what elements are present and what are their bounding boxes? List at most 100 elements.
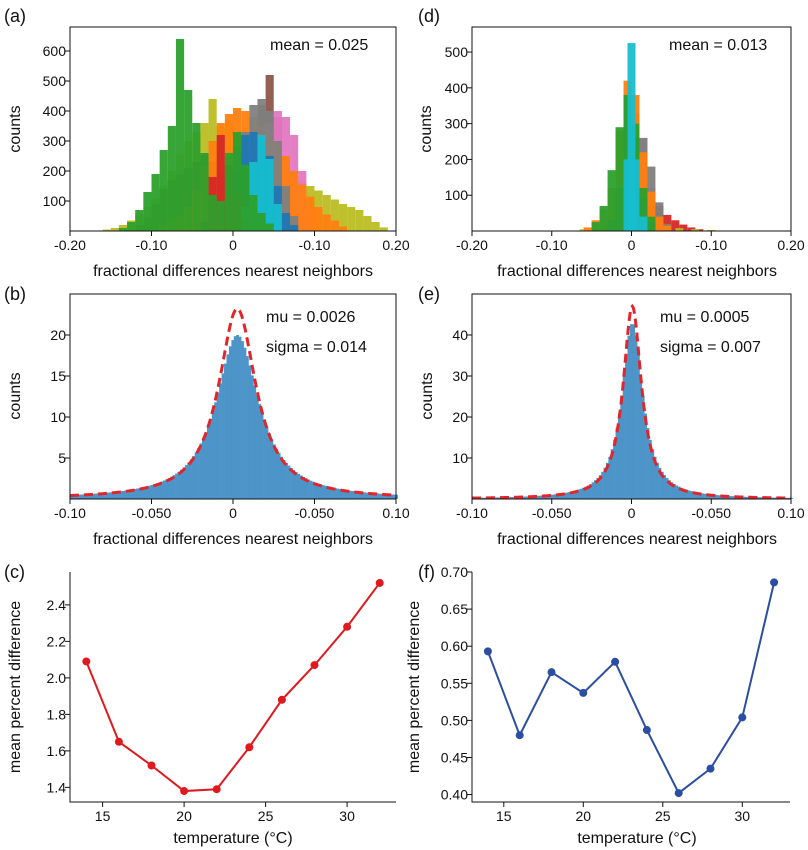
panel-e-hist-bar bbox=[692, 491, 695, 499]
panel-a-frame bbox=[69, 26, 397, 232]
panel-b-ytick-label: 5 bbox=[58, 450, 66, 466]
panel-c-ytick-label: 2.0 bbox=[47, 670, 67, 686]
panel-e-hist-bar bbox=[785, 497, 789, 499]
panel-f-xtick-label: 15 bbox=[496, 808, 512, 824]
panel-e-ytick-label: 30 bbox=[452, 368, 468, 384]
panel-d-ytick-label: 200 bbox=[445, 151, 469, 167]
panel-b-hist-bar bbox=[341, 489, 345, 499]
panel-e-ylabel: counts bbox=[419, 372, 436, 419]
panel-a-bar-series-7 bbox=[265, 159, 274, 231]
panel-b-hist-bar bbox=[250, 375, 254, 499]
panel-b-hist-bar bbox=[375, 493, 379, 499]
panel-e-hist-bar bbox=[646, 428, 650, 499]
panel-a-bar-series-8 bbox=[216, 201, 225, 231]
panel-d-bar-series-0 bbox=[679, 224, 688, 231]
panel-e-hist-bar bbox=[594, 480, 597, 499]
panel-e-hist-bar bbox=[510, 497, 513, 499]
panel-a-bar-series-0 bbox=[363, 216, 372, 231]
panel-f-data-point bbox=[706, 764, 715, 773]
panel-a-bar-series-3 bbox=[322, 214, 331, 231]
panel-f-xtick-label: 25 bbox=[655, 808, 671, 824]
panel-f-data-point bbox=[515, 731, 524, 740]
panel-c-data-point bbox=[343, 622, 352, 631]
panel-d-xtick-label: 0.20 bbox=[777, 237, 804, 253]
panel-b-hist-bar bbox=[148, 485, 151, 499]
panel-d-xtick-label: 0 bbox=[628, 237, 636, 253]
panel-b-hist-bar bbox=[214, 402, 217, 499]
panel-b-hist-bar bbox=[231, 340, 235, 499]
panel-a-bar-series-4 bbox=[281, 186, 291, 231]
panel-e-hist-bar bbox=[701, 493, 705, 499]
panel-e-hist-bar bbox=[584, 486, 588, 499]
panel-b-hist-bar bbox=[101, 493, 105, 499]
panel-d-bar-series-0 bbox=[663, 214, 672, 231]
panel-a-bar-series-8 bbox=[192, 123, 201, 231]
panel-a-annotation: mean = 0.025 bbox=[270, 37, 368, 54]
panel-c-xtick-label: 30 bbox=[339, 808, 355, 824]
panel-b-frame bbox=[69, 293, 397, 500]
panel-b-hist-bar bbox=[336, 488, 340, 499]
panel-b-hist-bar bbox=[221, 373, 225, 499]
panel-b-hist-bar bbox=[143, 486, 147, 499]
panel-f-label: (f) bbox=[418, 562, 435, 582]
panel-b-hist-bar bbox=[189, 459, 193, 499]
panel-a-ytick-label: 300 bbox=[43, 133, 67, 149]
panel-e-hist-bar bbox=[684, 489, 688, 499]
panel-b-hist-bar bbox=[194, 452, 198, 499]
panel-e-hist-bar bbox=[536, 495, 540, 499]
panel-e-hist-bar bbox=[661, 471, 664, 499]
panel-e-hist-bar bbox=[668, 480, 671, 499]
panel-b-hist-bar bbox=[92, 493, 95, 499]
panel-e-hist-bar bbox=[625, 354, 628, 499]
panel-b-hist-bar bbox=[356, 491, 359, 499]
panel-e-hist-bar bbox=[680, 487, 683, 499]
panel-e-hist-bar bbox=[498, 497, 502, 499]
panel-a-xtick-label: 0 bbox=[229, 237, 237, 253]
panel-b-hist-bar bbox=[382, 493, 386, 499]
panel-b-hist-bar bbox=[316, 483, 320, 499]
panel-b-hist-bar bbox=[104, 492, 107, 499]
panel-d-xlabel: fractional differences nearest neighbors bbox=[497, 263, 777, 280]
panel-f-xtick-label: 30 bbox=[735, 808, 751, 824]
panel-b-hist-bar bbox=[387, 494, 391, 499]
panel-b-hist-bar bbox=[297, 473, 301, 499]
panel-c-data-point bbox=[82, 657, 91, 666]
panel-a-bar-series-3 bbox=[330, 220, 339, 231]
panel-b-hist-bar bbox=[385, 494, 389, 499]
panel-b-xtick-label: -0.050 bbox=[295, 505, 335, 521]
panel-d-annotation: mean = 0.013 bbox=[669, 37, 767, 54]
panel-c-ylabel: mean percent difference bbox=[7, 601, 24, 773]
panel-b-hist-bar bbox=[77, 494, 81, 499]
panel-b-hist-bar bbox=[131, 489, 134, 499]
panel-b-hist-bar bbox=[140, 487, 144, 499]
panel-c-data-point bbox=[310, 661, 319, 670]
panel-b-hist-bar bbox=[74, 494, 78, 499]
panel-b-hist-bar bbox=[226, 354, 230, 499]
panel-d-bar-series-1 bbox=[707, 229, 716, 231]
panel-d-bar-series-6 bbox=[647, 216, 656, 231]
panel-e-hist-bar bbox=[579, 488, 583, 499]
panel-b-hist-bar bbox=[338, 489, 342, 499]
panel-b-hist-bar bbox=[299, 475, 303, 499]
panel-e-hist-bar bbox=[730, 496, 734, 499]
panel-b-hist-bar bbox=[96, 493, 100, 499]
panel-b-xlabel: fractional differences nearest neighbors bbox=[93, 531, 373, 548]
panel-b-hist-bar bbox=[84, 494, 88, 499]
panel-b-hist-bar bbox=[326, 486, 330, 499]
panel-e-hist-bar bbox=[644, 413, 647, 499]
panel-d-bar-series-7 bbox=[631, 159, 640, 231]
panel-e-hist-bar bbox=[727, 495, 731, 499]
panel-b-hist-bar bbox=[272, 444, 276, 499]
panel-f-ytick-label: 0.45 bbox=[441, 749, 468, 765]
panel-b-hist-bar bbox=[133, 489, 137, 499]
panel-e-hist-bar bbox=[771, 497, 774, 499]
panel-f-data-point bbox=[547, 668, 556, 677]
panel-b-hist-bar bbox=[246, 356, 249, 499]
panel-b-hist-bar bbox=[309, 480, 313, 499]
panel-d-bar-series-6 bbox=[607, 170, 616, 231]
panel-e-hist-bar bbox=[586, 485, 590, 499]
panel-b-fit-curve bbox=[69, 307, 397, 498]
panel-a-ylabel: counts bbox=[7, 105, 24, 152]
panel-c-data-point bbox=[375, 578, 384, 587]
